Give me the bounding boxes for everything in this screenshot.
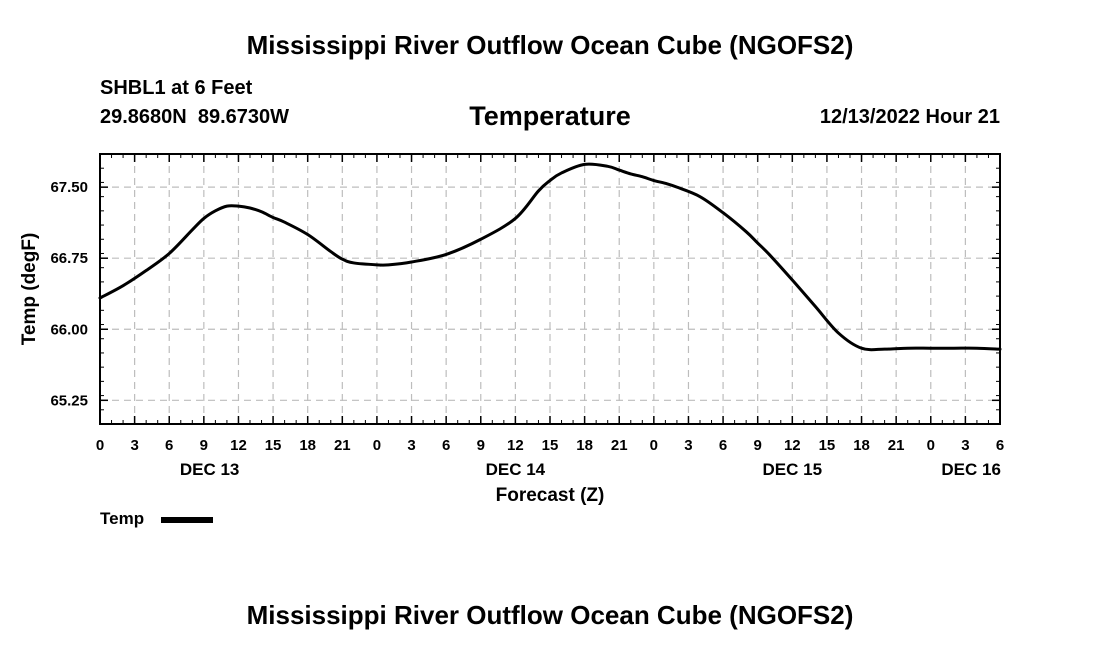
legend-line-swatch <box>161 517 213 523</box>
x-tick-label: 18 <box>576 437 593 454</box>
x-tick-label: 21 <box>334 437 351 454</box>
y-tick-label: 66.00 <box>50 321 88 338</box>
date-label: DEC 14 <box>486 460 546 479</box>
x-tick-label: 9 <box>200 437 208 454</box>
x-tick-label: 18 <box>299 437 316 454</box>
date-label: DEC 13 <box>180 460 240 479</box>
x-tick-label: 6 <box>165 437 173 454</box>
x-tick-label: 3 <box>961 437 969 454</box>
y-tick-label: 65.25 <box>50 392 88 409</box>
variable-title: Temperature <box>469 101 631 131</box>
x-tick-label: 9 <box>477 437 485 454</box>
x-tick-label: 0 <box>927 437 935 454</box>
x-tick-label: 9 <box>754 437 762 454</box>
station-coordinates: 29.8680N 89.6730W <box>100 106 290 128</box>
x-tick-label: 0 <box>650 437 658 454</box>
x-tick-label: 21 <box>888 437 905 454</box>
x-tick-label: 15 <box>819 437 836 454</box>
x-tick-label: 15 <box>542 437 559 454</box>
x-tick-label: 12 <box>507 437 524 454</box>
page-title: Mississippi River Outflow Ocean Cube (NG… <box>246 30 854 60</box>
forecast-timestamp: 12/13/2022 Hour 21 <box>819 106 1000 128</box>
series-line-temp <box>98 162 1002 352</box>
x-tick-label: 6 <box>719 437 727 454</box>
x-tick-label: 6 <box>996 437 1004 454</box>
x-tick-label: 3 <box>130 437 138 454</box>
x-tick-label: 12 <box>784 437 801 454</box>
x-axis-label: Forecast (Z) <box>496 485 605 506</box>
x-tick-label: 21 <box>611 437 628 454</box>
y-axis-label: Temp (degF) <box>19 233 40 346</box>
x-tick-label: 18 <box>853 437 870 454</box>
legend-label: Temp <box>100 509 145 528</box>
x-tick-label: 0 <box>96 437 104 454</box>
y-tick-label: 67.50 <box>50 179 88 196</box>
x-tick-label: 12 <box>230 437 247 454</box>
x-tick-label: 3 <box>407 437 415 454</box>
date-label: DEC 16 <box>941 460 1001 479</box>
x-tick-label: 15 <box>265 437 282 454</box>
date-label: DEC 15 <box>763 460 823 479</box>
x-tick-label: 6 <box>442 437 450 454</box>
station-name-depth: SHBL1 at 6 Feet <box>100 77 253 99</box>
x-tick-label: 0 <box>373 437 381 454</box>
x-tick-label: 3 <box>684 437 692 454</box>
y-tick-label: 66.75 <box>50 250 88 267</box>
footer-title: Mississippi River Outflow Ocean Cube (NG… <box>246 600 854 630</box>
